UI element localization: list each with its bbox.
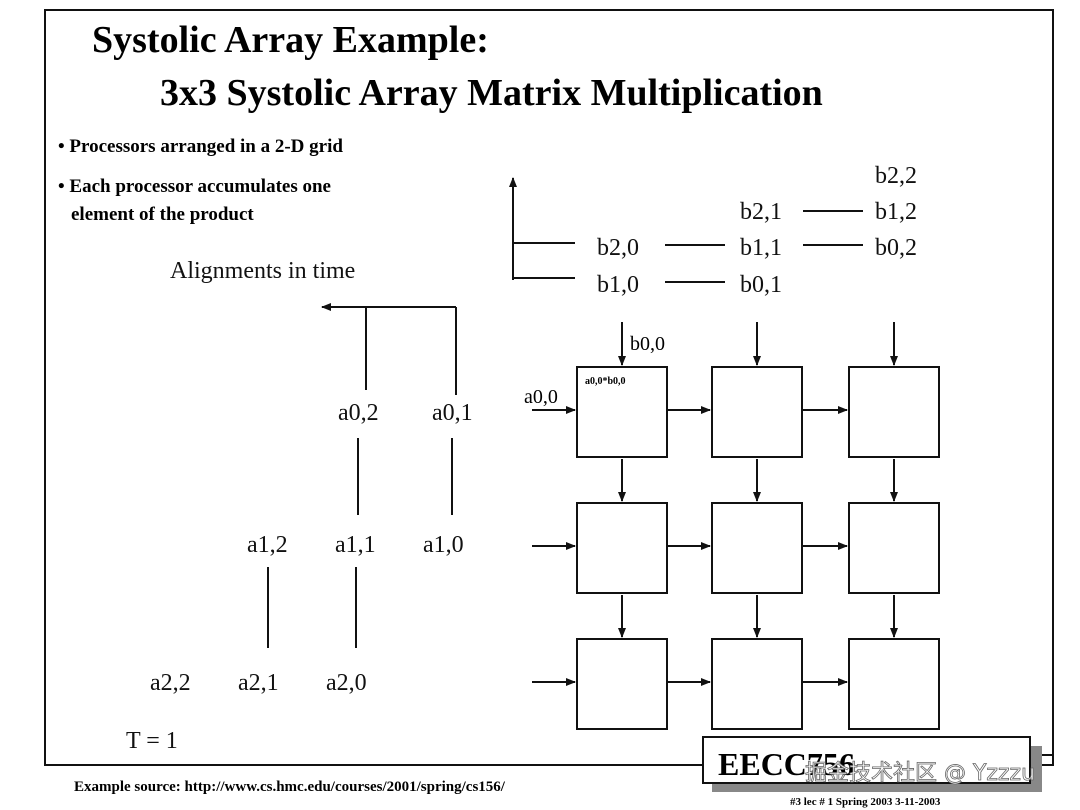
processor-cell-0-0	[576, 366, 668, 458]
b-label: b0,2	[875, 235, 917, 261]
processor-cell-2-1	[711, 638, 803, 730]
processor-cell-0-2	[848, 366, 940, 458]
a-label: a0,1	[432, 400, 473, 426]
processor-cell-0-1	[711, 366, 803, 458]
bullet-2-cont: element of the product	[71, 204, 254, 225]
b-current-label: b0,0	[630, 333, 665, 355]
processor-cell-1-0	[576, 502, 668, 594]
cell-00-label: a0,0*b0,0	[585, 376, 626, 387]
b-input-lines	[509, 177, 863, 283]
footer-sub: #3 lec # 1 Spring 2003 3-11-2003	[790, 796, 941, 808]
a-current-label: a0,0	[524, 386, 558, 408]
a-label: a1,2	[247, 532, 288, 558]
title-line1: Systolic Array Example:	[92, 19, 489, 61]
processor-grid	[532, 322, 940, 730]
time-label: T = 1	[126, 728, 178, 754]
b-label: b2,0	[597, 235, 639, 261]
b-label: b1,2	[875, 199, 917, 225]
a-label: a0,2	[338, 400, 379, 426]
b-label: b2,1	[740, 199, 782, 225]
b-label: b2,2	[875, 163, 917, 189]
processor-cell-1-2	[848, 502, 940, 594]
processor-cell-1-1	[711, 502, 803, 594]
a-label: a2,0	[326, 670, 367, 696]
b-label: b0,1	[740, 272, 782, 298]
a-label: a2,1	[238, 670, 279, 696]
watermark: 掘金技术社区 @ Yzzzu	[805, 761, 1035, 786]
alignment-label: Alignments in time	[170, 258, 355, 284]
bullet-1: • Processors arranged in a 2-D grid	[58, 136, 343, 157]
processor-cell-2-0	[576, 638, 668, 730]
processor-cell-2-2	[848, 638, 940, 730]
a-label: a2,2	[150, 670, 191, 696]
bullet-2: • Each processor accumulates one	[58, 176, 331, 197]
a-input-lines	[267, 303, 457, 648]
footer-box	[702, 736, 1031, 784]
source-text: Example source: http://www.cs.hmc.edu/co…	[74, 779, 506, 795]
b-label: b1,0	[597, 272, 639, 298]
a-label: a1,0	[423, 532, 464, 558]
b-label: b1,1	[740, 235, 782, 261]
a-label: a1,1	[335, 532, 376, 558]
footer-title: EECC756	[718, 746, 855, 782]
title-line2: 3x3 Systolic Array Matrix Multiplication	[160, 72, 823, 114]
